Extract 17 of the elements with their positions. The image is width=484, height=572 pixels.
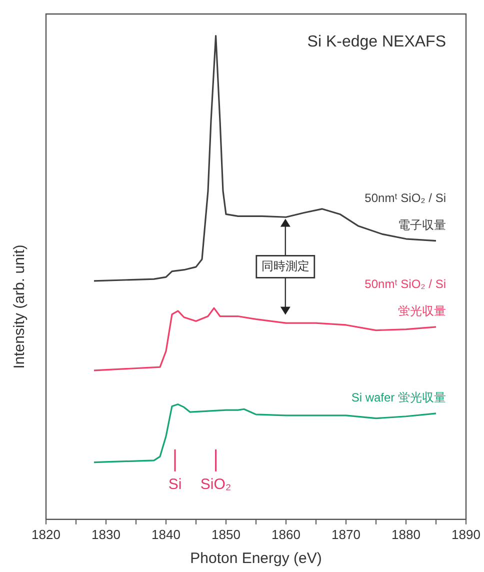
x-tick-label: 1820 [32,526,60,542]
annotation: 同時測定 [261,259,310,274]
x-tick-label: 1850 [212,526,240,542]
chart-title: Si K-edge NEXAFS [307,33,446,50]
ref-line-label: SiO₂ [200,476,232,494]
x-tick-label: 1890 [452,526,480,542]
series-label: 50nmᵗ SiO₂ / Si 蛍光収量 [364,276,446,318]
x-tick-label: 1830 [92,526,120,542]
x-tick-label: 1840 [152,526,180,542]
series-label: 50nmᵗ SiO₂ / Si 電子収量 [364,190,446,232]
series-label: Si wafer 蛍光収量 [351,390,446,404]
y-axis-title: Intensity (arb. unit) [11,244,28,369]
ref-line-label: Si [168,476,182,494]
x-tick-label: 1860 [272,526,300,542]
x-tick-label: 1870 [332,526,360,542]
x-tick-label: 1880 [392,526,420,542]
x-axis-title: Photon Energy (eV) [190,550,322,568]
